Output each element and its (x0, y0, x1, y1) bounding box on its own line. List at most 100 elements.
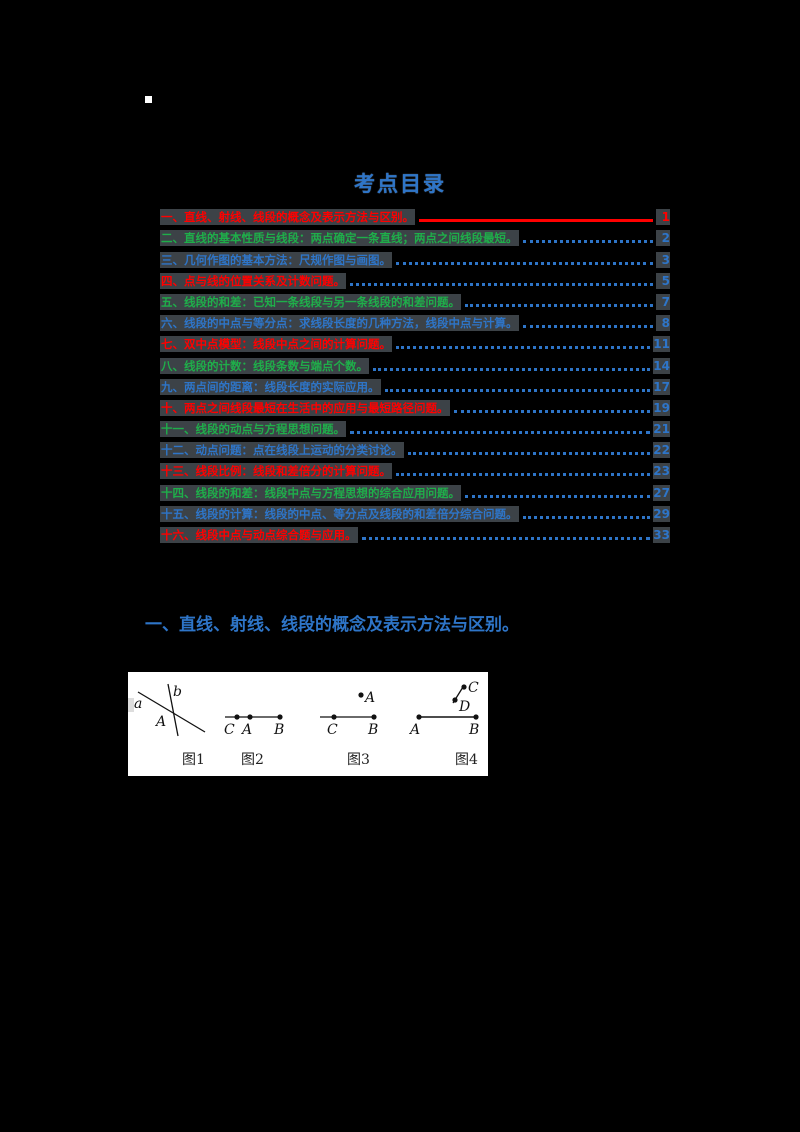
toc-page-number: 11 (653, 336, 670, 353)
toc-entry-number: 十、 (161, 400, 184, 415)
toc-entry[interactable]: 一、直线、射线、线段的概念及表示方法与区别。 1 (160, 204, 670, 226)
toc-entry-label: 九、两点间的距离：线段长度的实际应用。 (160, 378, 381, 395)
toc-leader-dots (396, 346, 651, 350)
toc-entry-number: 七、 (161, 337, 184, 352)
toc-page-number: 8 (656, 315, 670, 332)
geometry-figures: a b A 图1 C A B 图2 A C B 图3 (128, 672, 488, 776)
toc-entry-text: 线段比例：线段和差倍分的计算问题。 (195, 464, 392, 479)
label-A: A (240, 722, 252, 738)
toc-page-number: 1 (656, 209, 670, 226)
toc-entry-label: 二、直线的基本性质与线段：两点确定一条直线；两点之间线段最短。 (160, 230, 519, 247)
toc-entry-text: 线段的计数：线段条数与端点个数。 (184, 358, 368, 373)
label-B: B (468, 722, 479, 738)
toc-entry-text: 几何作图的基本方法：尺规作图与画图。 (184, 252, 391, 267)
toc-entry[interactable]: 十六、线段中点与动点综合题与应用。 33 (160, 522, 670, 543)
toc-leader-dots (396, 261, 653, 265)
toc-entry[interactable]: 六、线段的中点与等分点：求线段长度的几种方法，线段中点与计算。 8 (160, 310, 670, 332)
toc-entry-text: 线段的动点与方程思想问题。 (195, 422, 346, 437)
figure-4: C D A B 图4 (408, 680, 479, 768)
toc-page-number: 5 (656, 272, 670, 289)
toc-page-number: 27 (653, 484, 670, 501)
toc-entry-label: 七、双中点模型：线段中点之间的计算问题。 (160, 336, 392, 353)
toc-leader-dots (465, 494, 651, 498)
toc-leader-dots (384, 388, 651, 392)
toc-entry-label: 八、线段的计数：线段条数与端点个数。 (160, 357, 369, 374)
toc-leader-dots (396, 473, 651, 477)
caption-fig3: 图3 (347, 752, 370, 768)
toc-entry[interactable]: 十五、线段的计算：线段的中点、等分点及线段的和差倍分综合问题。 29 (160, 501, 670, 522)
toc-entry-label: 三、几何作图的基本方法：尺规作图与画图。 (160, 251, 392, 268)
toc-page-number: 22 (653, 442, 670, 459)
toc-leader-dots (407, 452, 651, 456)
toc-entry-number: 十五、 (161, 506, 196, 521)
toc-entry-number: 十四、 (161, 485, 196, 500)
toc-leader-dots (373, 367, 651, 371)
toc-entry-label: 十三、线段比例：线段和差倍分的计算问题。 (160, 463, 392, 480)
toc-entry[interactable]: 八、线段的计数：线段条数与端点个数。 14 (160, 352, 670, 374)
toc-entry-number: 五、 (161, 294, 184, 309)
toc-leader-dots (522, 240, 653, 244)
toc-entry-label: 十六、线段中点与动点综合题与应用。 (160, 527, 358, 543)
label-B: B (367, 722, 378, 738)
toc-entry-text: 线段的计算：线段的中点、等分点及线段的和差倍分综合问题。 (195, 506, 518, 521)
toc-entry[interactable]: 十二、动点问题：点在线段上运动的分类讨论。 22 (160, 437, 670, 459)
toc-page-number: 7 (656, 293, 670, 310)
toc-entry-number: 二、 (161, 231, 184, 246)
label-C: C (224, 722, 235, 738)
toc-entry-number: 十六、 (161, 528, 196, 542)
toc-entry-label: 十四、线段的和差：线段中点与方程思想的综合应用问题。 (160, 484, 461, 501)
toc-page-number: 33 (653, 527, 670, 543)
toc-entry-text: 线段中点与动点综合题与应用。 (195, 528, 357, 542)
toc-entry-label: 四、点与线的位置关系及计数问题。 (160, 272, 346, 289)
toc-title: 考点目录 (354, 172, 446, 196)
toc-entry-label: 十一、线段的动点与方程思想问题。 (160, 421, 346, 438)
toc-entry[interactable]: 二、直线的基本性质与线段：两点确定一条直线；两点之间线段最短。 2 (160, 225, 670, 247)
figure-2: C A B 图2 (224, 714, 284, 768)
toc-entry-number: 八、 (161, 358, 184, 373)
caption-fig1: 图1 (182, 752, 205, 768)
caption-fig2: 图2 (241, 752, 264, 768)
toc-page-number: 3 (656, 251, 670, 268)
label-A: A (363, 690, 375, 706)
label-b: b (173, 684, 182, 700)
toc-entry[interactable]: 三、几何作图的基本方法：尺规作图与画图。 3 (160, 246, 670, 268)
toc-entry-label: 十、两点之间线段最短在生活中的应用与最短路径问题。 (160, 399, 450, 416)
label-B: B (273, 722, 284, 738)
toc-entry-text: 两点间的距离：线段长度的实际应用。 (184, 379, 380, 394)
toc-entry-text: 动点问题：点在线段上运动的分类讨论。 (195, 443, 403, 458)
toc-entry-text: 线段的和差：线段中点与方程思想的综合应用问题。 (195, 485, 461, 500)
label-C: C (468, 680, 479, 696)
toc-leader-dots (522, 515, 651, 519)
toc-entry[interactable]: 九、两点间的距离：线段长度的实际应用。 17 (160, 374, 670, 395)
toc-entry-label: 一、直线、射线、线段的概念及表示方法与区别。 (160, 209, 415, 226)
toc-leader-dots (350, 431, 651, 435)
toc-page-number: 2 (656, 230, 670, 247)
page-marker (145, 96, 152, 103)
toc-leader-dots (453, 409, 651, 413)
toc-entry-text: 直线、射线、线段的概念及表示方法与区别。 (184, 210, 414, 225)
toc-leader-dots (522, 325, 653, 329)
toc-page-number: 21 (653, 421, 670, 438)
toc-entry[interactable]: 十一、线段的动点与方程思想问题。 21 (160, 416, 670, 438)
toc-page-number: 29 (653, 505, 670, 522)
toc-leader-dots (419, 219, 653, 223)
toc-entry-number: 九、 (161, 379, 184, 394)
toc-entry-number: 四、 (161, 273, 184, 288)
toc-entry-number: 三、 (161, 252, 184, 267)
toc-leader-dots (350, 282, 653, 286)
toc-entry[interactable]: 十三、线段比例：线段和差倍分的计算问题。 23 (160, 458, 670, 480)
toc-leader-dots (361, 537, 651, 540)
label-A: A (408, 722, 420, 738)
toc-page-number: 17 (653, 378, 670, 395)
toc-entry[interactable]: 四、点与线的位置关系及计数问题。 5 (160, 268, 670, 289)
toc-page-number: 23 (653, 463, 670, 480)
table-of-contents: 一、直线、射线、线段的概念及表示方法与区别。 1 二、直线的基本性质与线段：两点确定… (160, 204, 670, 543)
toc-entry-number: 十三、 (161, 464, 196, 479)
toc-entry-text: 线段的和差：已知一条线段与另一条线段的和差问题。 (184, 294, 460, 309)
toc-entry[interactable]: 五、线段的和差：已知一条线段与另一条线段的和差问题。 7 (160, 289, 670, 310)
label-D: D (458, 699, 470, 715)
toc-entry[interactable]: 七、双中点模型：线段中点之间的计算问题。 11 (160, 331, 670, 353)
toc-entry-number: 一、 (161, 210, 184, 225)
toc-entry[interactable]: 十、两点之间线段最短在生活中的应用与最短路径问题。 19 (160, 395, 670, 416)
toc-entry[interactable]: 十四、线段的和差：线段中点与方程思想的综合应用问题。 27 (160, 479, 670, 501)
